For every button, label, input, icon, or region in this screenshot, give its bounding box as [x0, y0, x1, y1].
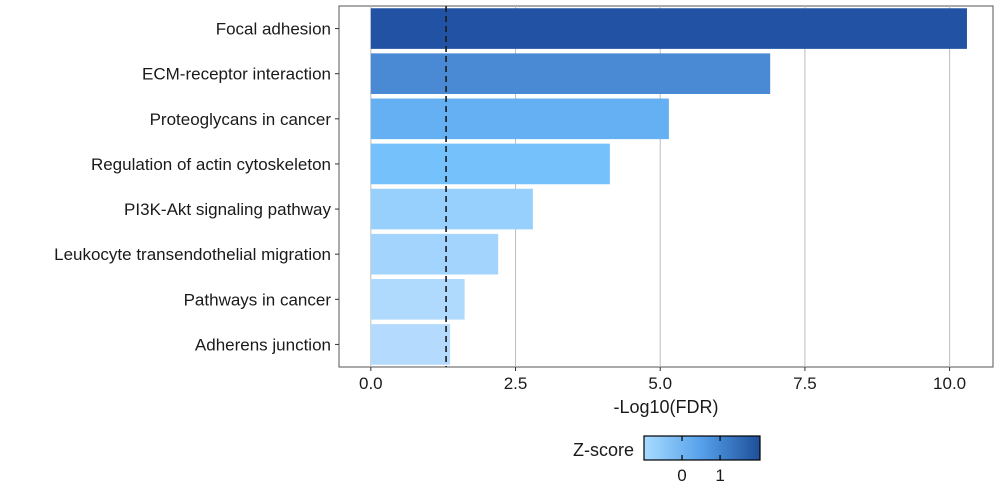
bar — [370, 188, 533, 230]
y-tick-label: Leukocyte transendothelial migration — [54, 245, 331, 264]
y-tick-label: Adherens junction — [195, 335, 331, 354]
legend-colorbar — [643, 435, 761, 461]
x-tick-label: 0.0 — [359, 374, 383, 393]
y-tick-label: Regulation of actin cytoskeleton — [91, 155, 331, 174]
bar — [370, 98, 669, 140]
x-tick-label: 7.5 — [793, 374, 817, 393]
bar — [370, 324, 451, 365]
x-tick-label: 5.0 — [648, 374, 672, 393]
bar — [370, 8, 967, 49]
y-axis: Focal adhesion ECM-receptor interaction Pr… — [54, 20, 339, 354]
y-tick-label: Pathways in cancer — [184, 290, 332, 309]
x-axis-title: -Log10(FDR) — [613, 397, 718, 417]
y-tick-label: Focal adhesion — [216, 20, 331, 39]
bar — [370, 233, 499, 275]
bar — [370, 53, 771, 94]
x-tick-label: 2.5 — [504, 374, 528, 393]
bars — [370, 8, 967, 365]
legend-tick-label: 0 — [677, 466, 686, 485]
x-axis: 0.0 2.5 5.0 7.5 10.0 — [359, 367, 966, 393]
x-tick-label: 10.0 — [933, 374, 966, 393]
legend-title: Z-score — [573, 440, 634, 460]
bar — [370, 143, 610, 185]
y-tick-label: Proteoglycans in cancer — [150, 110, 332, 129]
bar — [370, 279, 465, 320]
y-tick-label: ECM-receptor interaction — [142, 65, 331, 84]
legend-tick-label: 1 — [715, 466, 724, 485]
y-tick-label: PI3K-Akt signaling pathway — [124, 200, 331, 219]
